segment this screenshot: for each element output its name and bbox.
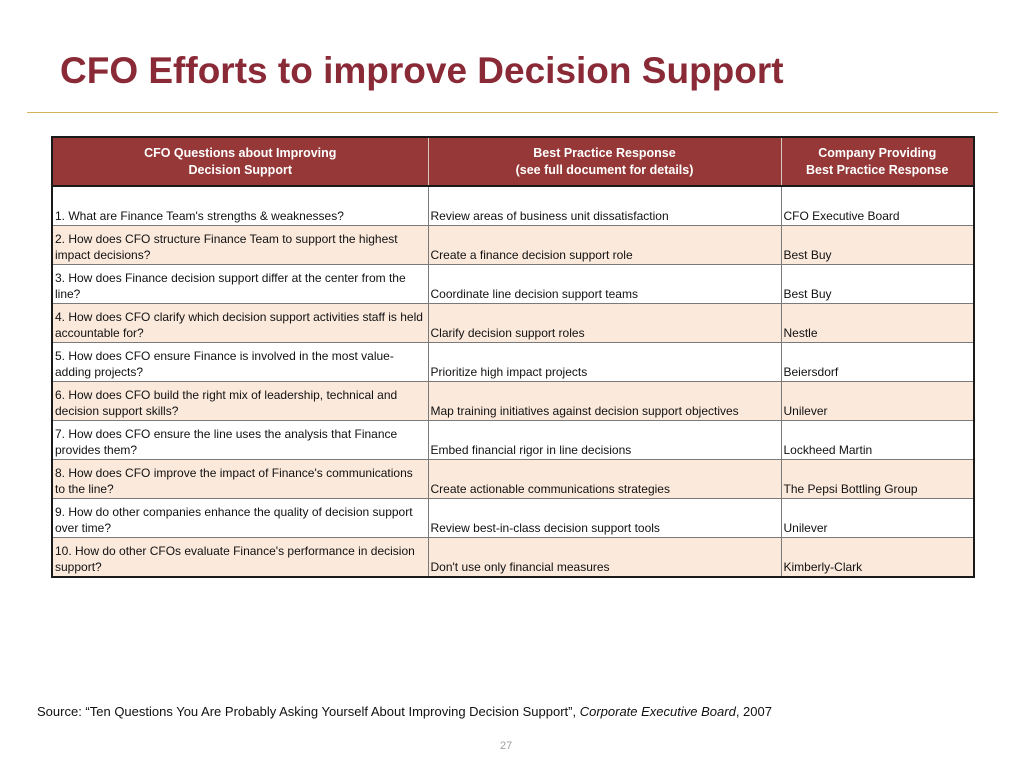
question-cell: 10. How do other CFOs evaluate Finance's…: [51, 537, 429, 578]
header-line: Company Providing: [818, 145, 937, 160]
response-cell: Coordinate line decision support teams: [427, 264, 782, 304]
table-row: 9. How do other companies enhance the qu…: [51, 498, 975, 538]
header-line: Best Practice Response: [806, 162, 949, 177]
slide-title: CFO Efforts to improve Decision Support: [60, 50, 784, 91]
response-cell: Don't use only financial measures: [427, 537, 782, 578]
table-row: 2. How does CFO structure Finance Team t…: [51, 225, 975, 265]
best-practice-table: CFO Questions about Improving Decision S…: [51, 136, 975, 578]
response-cell: Clarify decision support roles: [427, 303, 782, 343]
company-cell: The Pepsi Bottling Group: [780, 459, 975, 499]
table-row: 7. How does CFO ensure the line uses the…: [51, 420, 975, 460]
source-suffix: , 2007: [735, 704, 772, 719]
table-row: 4. How does CFO clarify which decision s…: [51, 303, 975, 343]
company-cell: Unilever: [780, 381, 975, 421]
response-cell: Create actionable communications strateg…: [427, 459, 782, 499]
table-header-row: CFO Questions about Improving Decision S…: [52, 137, 974, 187]
question-cell: 3. How does Finance decision support dif…: [51, 264, 429, 304]
table-row: 3. How does Finance decision support dif…: [51, 264, 975, 304]
question-cell: 4. How does CFO clarify which decision s…: [51, 303, 429, 343]
company-cell: Best Buy: [780, 264, 975, 304]
company-cell: Best Buy: [780, 225, 975, 265]
header-cfo-questions: CFO Questions about Improving Decision S…: [52, 137, 428, 187]
table-row: 6. How does CFO build the right mix of l…: [51, 381, 975, 421]
company-cell: Nestle: [780, 303, 975, 343]
header-line: Decision Support: [188, 162, 292, 177]
response-cell: Review best-in-class decision support to…: [427, 498, 782, 538]
source-citation: Source: “Ten Questions You Are Probably …: [37, 704, 772, 719]
company-cell: Beiersdorf: [780, 342, 975, 382]
header-company-providing: Company Providing Best Practice Response: [780, 137, 974, 187]
page-number: 27: [500, 740, 513, 752]
header-line: CFO Questions about Improving: [144, 145, 337, 160]
response-cell: Create a finance decision support role: [427, 225, 782, 265]
question-cell: 8. How does CFO improve the impact of Fi…: [51, 459, 429, 499]
response-cell: Map training initiatives against decisio…: [427, 381, 782, 421]
title-divider: [27, 112, 998, 113]
company-cell: CFO Executive Board: [780, 185, 975, 226]
question-cell: 5. How does CFO ensure Finance is involv…: [51, 342, 429, 382]
table-row: 1. What are Finance Team's strengths & w…: [51, 185, 975, 226]
question-cell: 2. How does CFO structure Finance Team t…: [51, 225, 429, 265]
company-cell: Lockheed Martin: [780, 420, 975, 460]
question-cell: 9. How do other companies enhance the qu…: [51, 498, 429, 538]
company-cell: Kimberly-Clark: [780, 537, 975, 578]
header-line: Best Practice Response: [533, 145, 676, 160]
question-cell: 7. How does CFO ensure the line uses the…: [51, 420, 429, 460]
question-cell: 6. How does CFO build the right mix of l…: [51, 381, 429, 421]
source-publication: Corporate Executive Board: [579, 704, 736, 719]
response-cell: Prioritize high impact projects: [427, 342, 782, 382]
table-row: 8. How does CFO improve the impact of Fi…: [51, 459, 975, 499]
header-best-practice-response: Best Practice Response (see full documen…: [427, 137, 781, 187]
table-row: 5. How does CFO ensure Finance is involv…: [51, 342, 975, 382]
table-row: 10. How do other CFOs evaluate Finance's…: [51, 537, 975, 578]
source-prefix: Source: “Ten Questions You Are Probably …: [37, 704, 580, 719]
header-line: (see full document for details): [515, 162, 694, 177]
response-cell: Review areas of business unit dissatisfa…: [427, 185, 782, 226]
response-cell: Embed financial rigor in line decisions: [427, 420, 782, 460]
company-cell: Unilever: [780, 498, 975, 538]
question-cell: 1. What are Finance Team's strengths & w…: [51, 185, 429, 226]
